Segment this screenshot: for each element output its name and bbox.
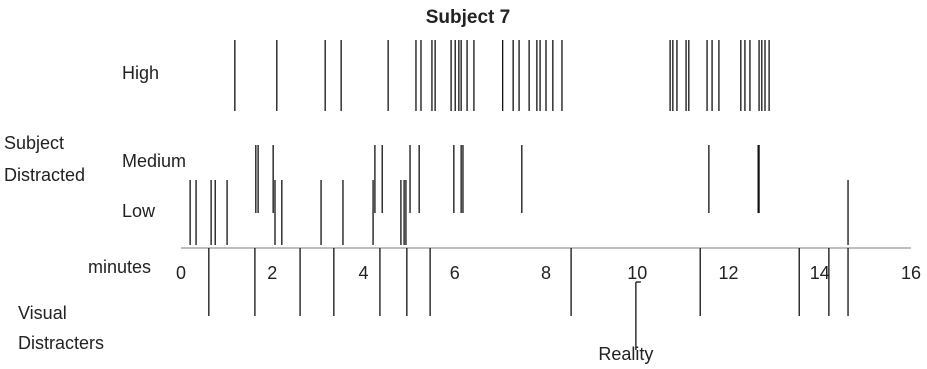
annotation: Reality bbox=[598, 344, 653, 364]
lower-label: Distracters bbox=[18, 333, 104, 353]
y-label: Subject bbox=[4, 133, 64, 153]
x-tick-label: 4 bbox=[358, 263, 368, 283]
lower-label: Visual bbox=[18, 303, 67, 323]
x-tick-label: 6 bbox=[450, 263, 460, 283]
x-tick-label: 10 bbox=[627, 263, 647, 283]
x-tick-label: 8 bbox=[541, 263, 551, 283]
series-label: Medium bbox=[122, 151, 186, 171]
x-tick-label: 16 bbox=[901, 263, 921, 283]
x-tick-label: 2 bbox=[267, 263, 277, 283]
x-tick-label: 0 bbox=[176, 263, 186, 283]
chart-title: Subject 7 bbox=[426, 7, 510, 28]
x-tick-label: 12 bbox=[718, 263, 738, 283]
x-tick-label: 14 bbox=[810, 263, 830, 283]
series-label: High bbox=[122, 63, 159, 83]
y-label: Distracted bbox=[4, 165, 85, 185]
series-label: Low bbox=[122, 201, 156, 221]
x-label: minutes bbox=[88, 257, 151, 277]
